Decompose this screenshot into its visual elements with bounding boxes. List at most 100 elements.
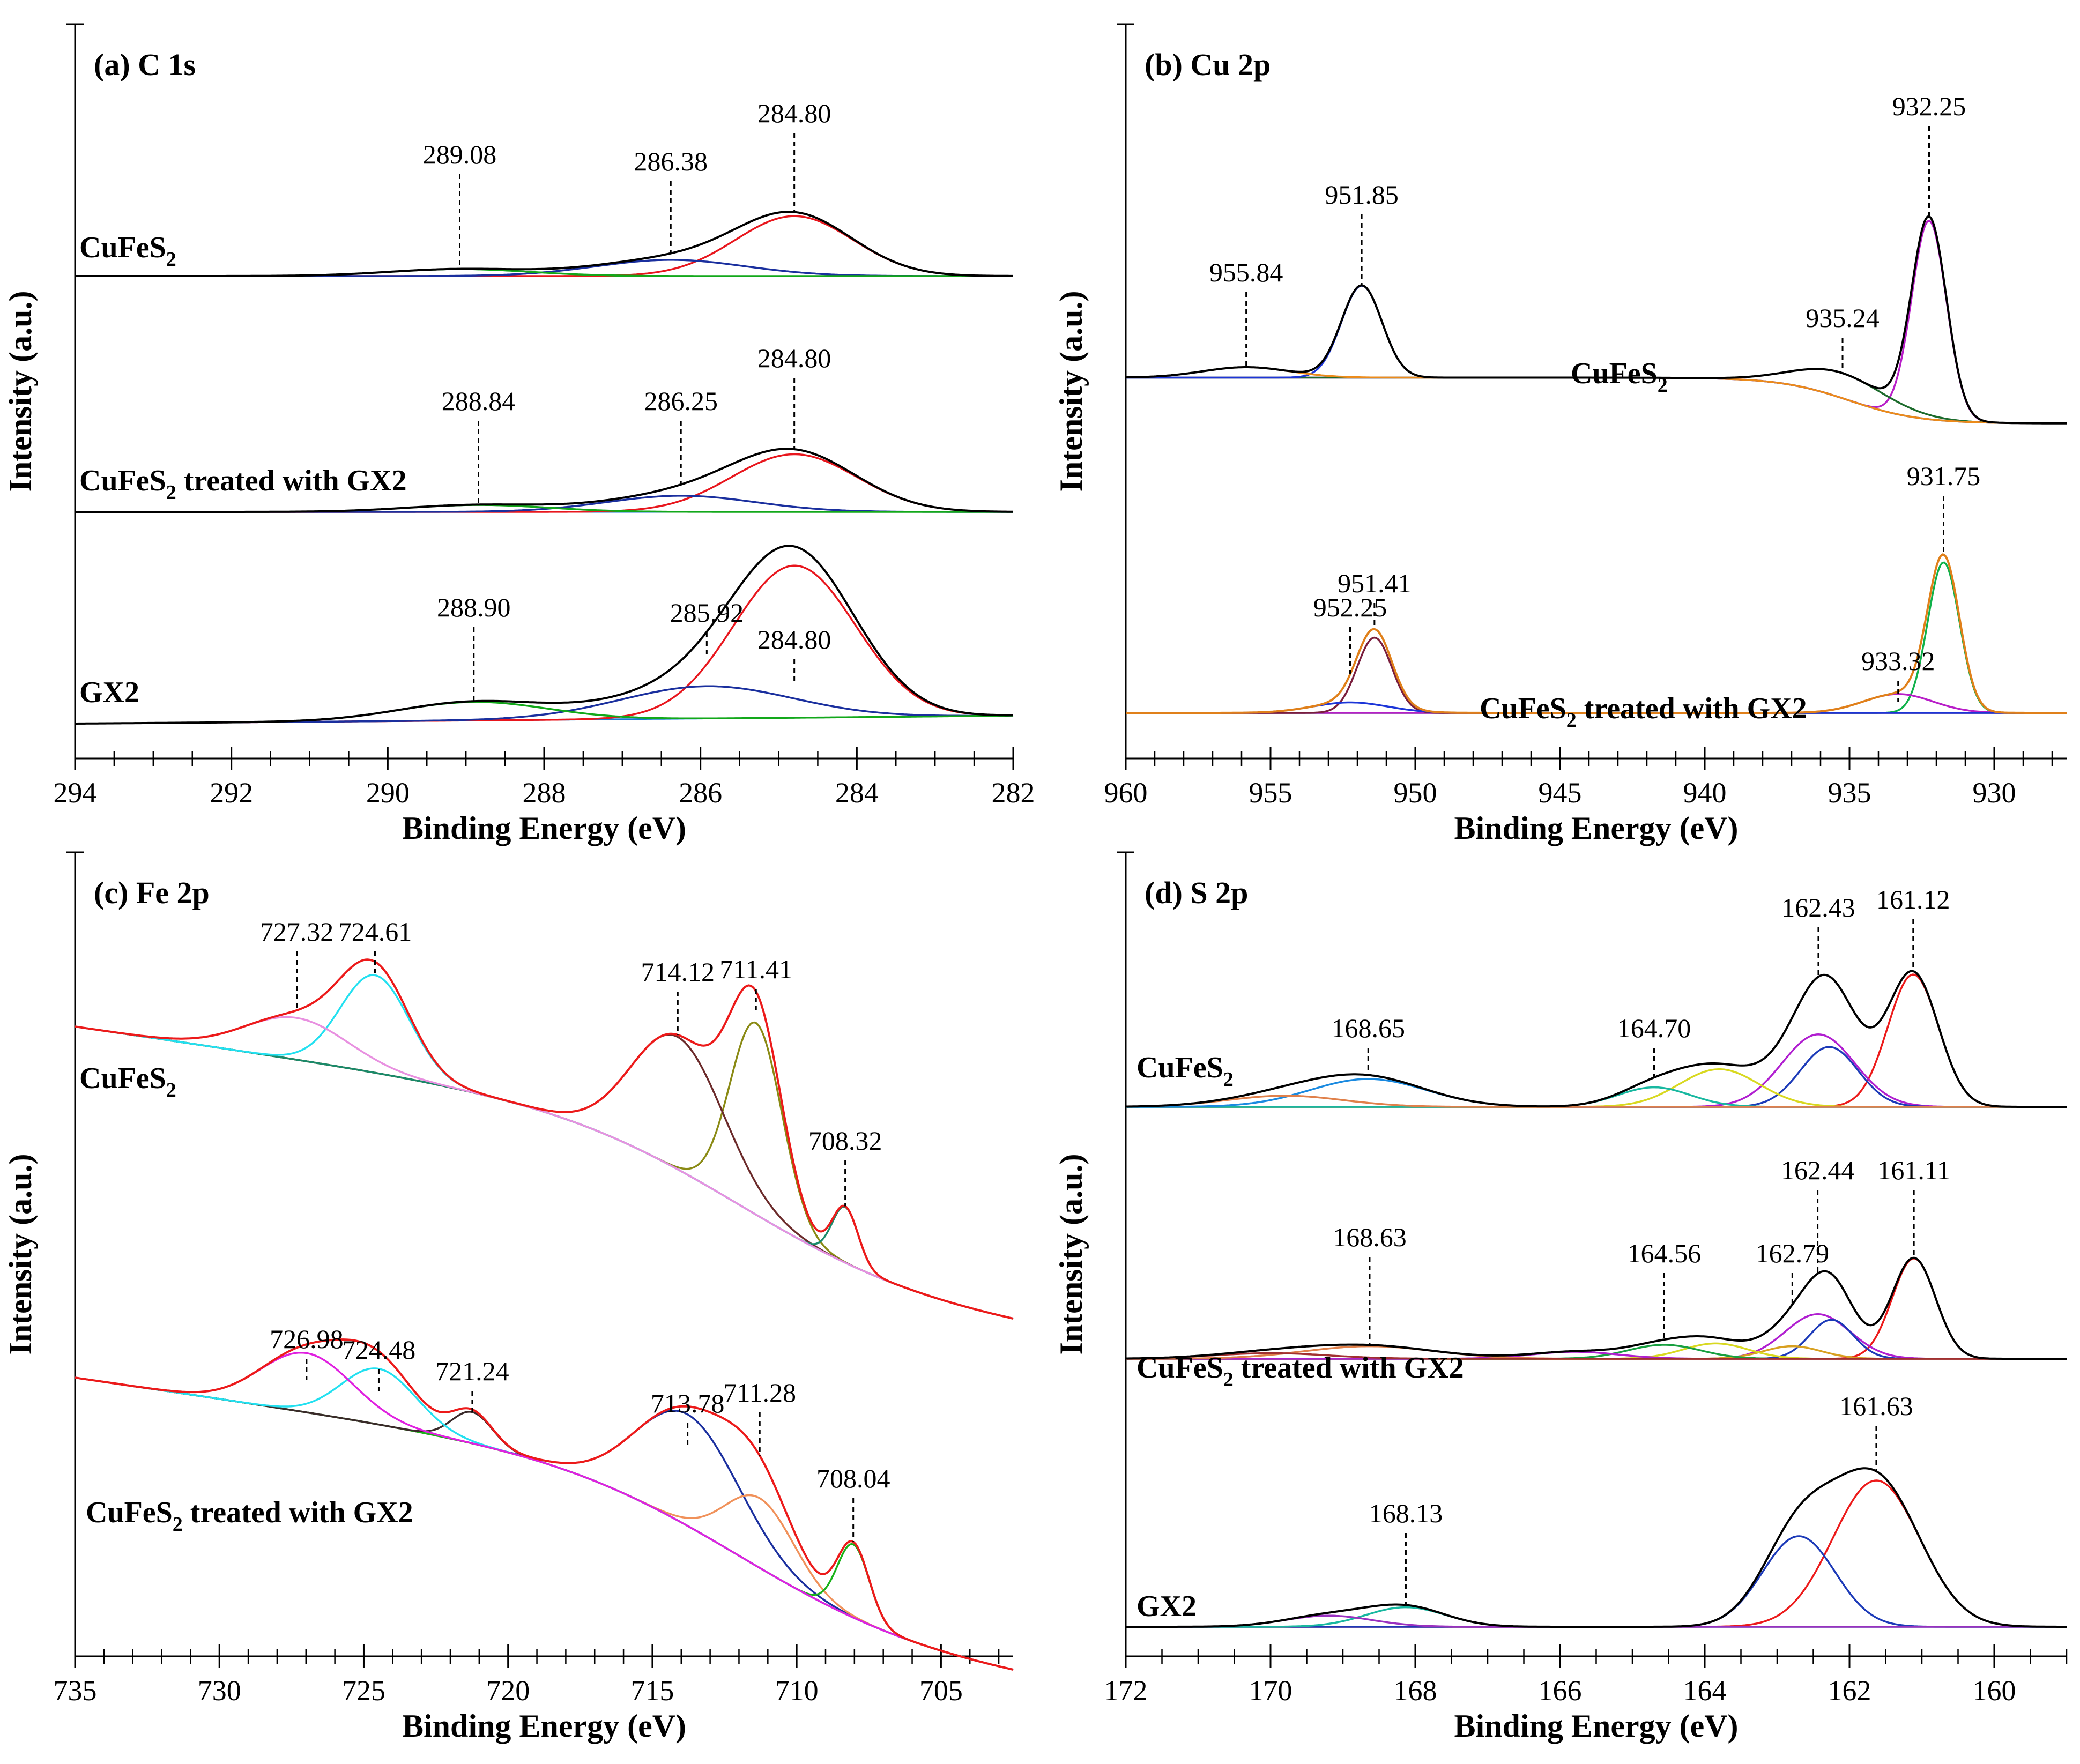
- panel-title: (a) C 1s: [94, 47, 196, 82]
- peak-label: 931.75: [1907, 461, 1981, 491]
- peak-label: 713.78: [651, 1388, 725, 1418]
- sample-label: GX2: [1136, 1590, 1197, 1623]
- fit-component: [1126, 1095, 2067, 1108]
- peak-label: 286.25: [644, 386, 718, 416]
- x-tick-label: 950: [1394, 777, 1437, 809]
- envelope-curve: [75, 958, 1014, 1320]
- y-axis-title: Intensity (a.u.): [3, 291, 38, 492]
- sample-0: 284.80 286.38 289.08 CuFeS2: [75, 98, 1013, 277]
- peak-label: 951.41: [1338, 568, 1412, 598]
- x-tick-label: 284: [835, 777, 879, 809]
- peak-label: 161.11: [1877, 1155, 1950, 1185]
- x-axis-title: Binding Energy (eV): [402, 1708, 686, 1744]
- peak-label: 161.12: [1876, 884, 1950, 914]
- envelope-curve: [1126, 1467, 2067, 1628]
- x-tick-label: 960: [1104, 777, 1148, 809]
- x-tick-label: 166: [1539, 1674, 1582, 1707]
- peak-label: 289.08: [423, 139, 497, 169]
- x-tick-label: 945: [1539, 777, 1582, 809]
- x-tick-label: 730: [198, 1674, 241, 1707]
- sample-1: 284.80 286.25 288.84 CuFeS2 treated with GX…: [75, 343, 1014, 513]
- envelope-curve: [1125, 215, 2067, 425]
- x-tick-label: 705: [919, 1674, 963, 1707]
- x-tick-label: 715: [630, 1674, 674, 1707]
- x-tick-label: 710: [775, 1674, 819, 1707]
- envelope-curve: [75, 1338, 1014, 1671]
- peak-label: 168.63: [1333, 1222, 1407, 1252]
- x-tick-label: 735: [54, 1674, 97, 1707]
- peak-label: 286.38: [634, 146, 708, 176]
- sample-0: 932.25 935.24 951.85 955.84 CuFeS2: [1125, 91, 2067, 425]
- x-tick-label: 170: [1249, 1674, 1292, 1707]
- peak-label: 161.63: [1839, 1391, 1913, 1421]
- panel-a: 294 292 290 288 286 284 282 Binding Energy (eV)…: [3, 23, 1035, 846]
- x-tick-label: 725: [342, 1674, 385, 1707]
- peak-label: 932.25: [1892, 91, 1966, 121]
- peak-label: 721.24: [435, 1356, 509, 1386]
- peak-label: 727.32: [260, 917, 334, 947]
- y-axis-title: Intensity (a.u.): [1053, 1153, 1089, 1354]
- x-tick-label: 930: [1973, 777, 2016, 809]
- sample-label: CuFeS2: [79, 231, 176, 271]
- peak-label: 952.25: [1313, 592, 1387, 622]
- peak-label: 714.12: [641, 957, 715, 987]
- x-axis-title: Binding Energy (eV): [1454, 810, 1738, 846]
- fit-component: [1126, 1352, 2067, 1360]
- envelope-curve: [75, 545, 1013, 725]
- sample-1: 161.11 162.44 162.79 164.56 168.63 CuFeS2 tre…: [1126, 1155, 2067, 1391]
- x-tick-label: 160: [1973, 1674, 2016, 1707]
- y-axis-title: Intensity (a.u.): [3, 1153, 38, 1354]
- peak-label: 711.28: [723, 1378, 796, 1408]
- peak-label: 724.61: [338, 917, 412, 947]
- x-tick-label: 164: [1683, 1674, 1727, 1707]
- peak-label: 168.13: [1369, 1498, 1443, 1528]
- x-tick-label: 288: [523, 777, 566, 809]
- peak-label: 284.80: [757, 98, 831, 128]
- peak-label: 164.70: [1617, 1013, 1691, 1043]
- envelope-curve: [1126, 1256, 2067, 1360]
- peak-label: 285.92: [670, 598, 744, 628]
- x-tick-label: 720: [486, 1674, 530, 1707]
- panel-title: (b) Cu 2p: [1145, 47, 1271, 82]
- peak-label: 284.80: [757, 624, 831, 654]
- peak-label: 933.32: [1861, 646, 1935, 676]
- x-axis-title: Binding Energy (eV): [402, 810, 686, 846]
- envelope-curve: [1126, 553, 2067, 714]
- y-axis-title: Intensity (a.u.): [1053, 291, 1089, 492]
- envelope-curve: [75, 448, 1014, 513]
- envelope-curve: [1126, 970, 2067, 1108]
- peak-label: 162.43: [1781, 892, 1855, 922]
- peak-label: 164.56: [1628, 1238, 1702, 1268]
- sample-label: GX2: [79, 676, 139, 709]
- panel-d: 172 170 168 166 164 162 160 Binding Energy (eV)…: [1053, 851, 2068, 1744]
- x-tick-label: 168: [1394, 1674, 1437, 1707]
- sample-label: CuFeS2 treated with GX2: [86, 1496, 413, 1536]
- x-tick-label: 940: [1683, 777, 1727, 809]
- panel-title: (c) Fe 2p: [94, 875, 210, 910]
- x-tick-label: 282: [992, 777, 1035, 809]
- panel-b: 960 955 950 945 940 935 930 Binding Energy (eV)…: [1053, 23, 2067, 846]
- peak-label: 288.84: [442, 386, 516, 416]
- peak-label: 951.85: [1325, 180, 1399, 210]
- sample-0: 161.12 162.43 164.70 168.65 CuFeS2: [1126, 884, 2067, 1108]
- peak-label: 168.65: [1332, 1013, 1406, 1043]
- x-axis-title: Binding Energy (eV): [1454, 1708, 1738, 1744]
- peak-label: 955.84: [1209, 257, 1283, 287]
- x-tick-label: 172: [1104, 1674, 1148, 1707]
- x-tick-label: 162: [1828, 1674, 1871, 1707]
- peak-label: 162.44: [1781, 1155, 1855, 1185]
- peak-label: 162.79: [1756, 1238, 1830, 1268]
- peak-label: 288.90: [437, 592, 511, 622]
- envelope-curve: [75, 211, 1013, 277]
- peak-label: 935.24: [1806, 303, 1880, 333]
- sample-label: CuFeS2: [1136, 1051, 1234, 1091]
- sample-label: CuFeS2: [79, 1062, 176, 1101]
- peak-label: 726.98: [270, 1324, 344, 1354]
- x-tick-label: 294: [54, 777, 97, 809]
- x-tick-label: 286: [679, 777, 722, 809]
- sample-label: CuFeS2: [1571, 357, 1668, 397]
- x-tick-label: 292: [210, 777, 253, 809]
